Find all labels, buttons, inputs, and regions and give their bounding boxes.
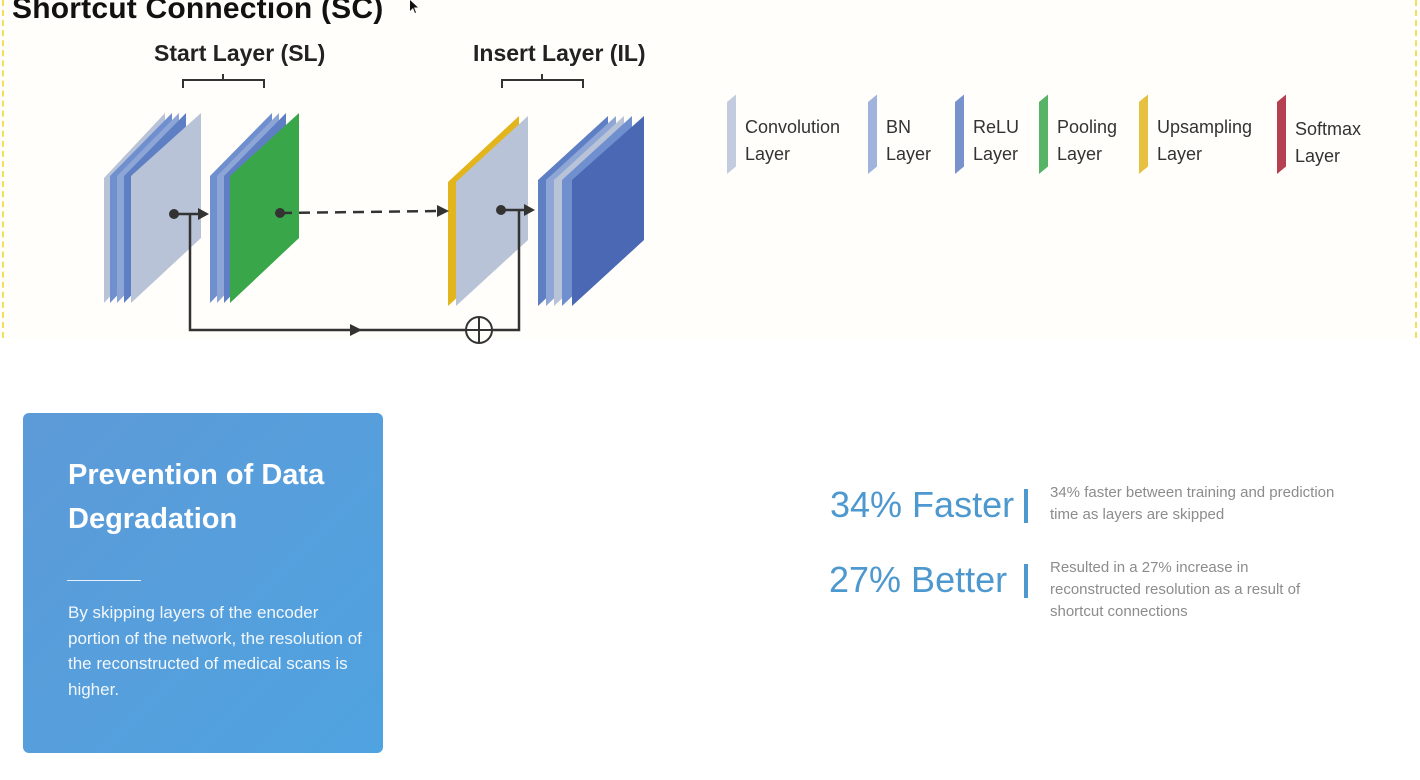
info-card: Prevention of Data Degradation By skippi…: [23, 413, 383, 753]
card-title: Prevention of Data Degradation: [68, 459, 325, 535]
legend-label: Layer: [1157, 144, 1203, 164]
legend-label: Layer: [886, 144, 932, 164]
frame-border-left: [2, 0, 4, 338]
insert-layer-bracket: [501, 74, 584, 88]
layer-stack-4: [538, 116, 644, 306]
start-layer-label: Start Layer (SL): [154, 40, 326, 66]
legend-label: Layer: [973, 144, 1019, 164]
softmax-layer-swatch: [1277, 94, 1286, 174]
legend-label: BN: [886, 117, 912, 137]
stat-headline-faster: 34% Faster: [830, 484, 1015, 525]
stat-description-better: Resulted in a 27% increase in reconstruc…: [1050, 559, 1301, 620]
convolution-layer-swatch: [727, 94, 736, 174]
diagram-title: Shortcut Connection (SC): [12, 0, 384, 25]
stat-divider: [1024, 489, 1028, 523]
legend-label: Layer: [1057, 144, 1103, 164]
legend-label: Softmax: [1295, 119, 1362, 139]
legend-label: Layer: [1295, 146, 1341, 166]
connection-arrowheads: [169, 204, 535, 336]
legend-label: Convolution: [745, 117, 841, 137]
card-body: By skipping layers of the encoder portio…: [68, 603, 362, 699]
relu-layer-swatch: [955, 94, 964, 174]
stat-headline-better: 27% Better: [829, 559, 1008, 600]
insert-layer-label: Insert Layer (IL): [473, 40, 646, 66]
legend-label: Layer: [745, 144, 791, 164]
legend-label: ReLU: [973, 117, 1020, 137]
legend-label: Upsampling: [1157, 117, 1253, 137]
pooling-layer-swatch: [1039, 94, 1048, 174]
layer-stack-insert: [448, 116, 528, 306]
bn-layer-swatch: [868, 94, 877, 174]
layer-stack-1: [104, 113, 201, 303]
frame-border-right: [1415, 0, 1417, 338]
mouse-cursor-icon: [410, 0, 418, 13]
legend-label: Pooling: [1057, 117, 1118, 137]
sum-junction-icon: [465, 316, 493, 344]
card-divider: [67, 580, 141, 581]
stat-description-faster: 34% faster between training and predicti…: [1050, 484, 1335, 523]
upsampling-layer-swatch: [1139, 94, 1148, 174]
start-layer-bracket: [182, 74, 265, 88]
shortcut-connection-diagram: [104, 74, 644, 344]
layer-stack-start: [210, 113, 299, 303]
stat-divider: [1024, 564, 1028, 598]
